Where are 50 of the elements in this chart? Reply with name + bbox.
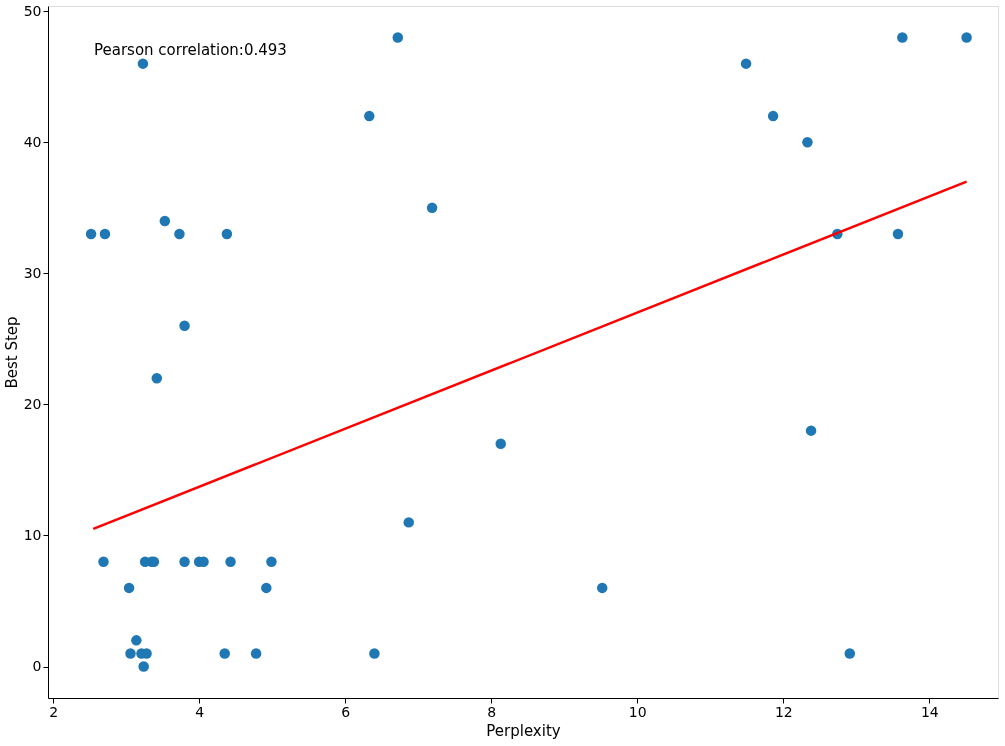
y-tick-label: 0 [32, 658, 42, 675]
point [897, 32, 908, 43]
point [250, 648, 262, 659]
point [99, 228, 111, 240]
point [266, 556, 277, 567]
point [225, 556, 236, 567]
point [805, 425, 817, 436]
point [179, 556, 190, 567]
point [844, 648, 856, 659]
y-tick-label: 10 [23, 526, 42, 543]
y-tick-label: 50 [23, 2, 42, 19]
point [261, 582, 272, 594]
point [98, 556, 109, 567]
point [151, 372, 163, 384]
x-tick-label: 8 [487, 703, 497, 720]
point [767, 110, 779, 122]
point [369, 648, 380, 659]
point [392, 32, 404, 43]
x-tick-label: 14 [920, 703, 939, 720]
point [495, 438, 506, 449]
y-tick-label: 40 [23, 133, 42, 150]
point [137, 58, 149, 69]
point [179, 320, 190, 332]
y-tick-label: 30 [23, 264, 42, 281]
point [159, 215, 171, 227]
point [221, 228, 233, 240]
x-tick-label: 10 [628, 703, 647, 720]
point [426, 202, 438, 214]
point [219, 648, 230, 659]
y-axis-title: Best Step [2, 316, 21, 389]
point [125, 648, 136, 659]
point [85, 228, 97, 240]
x-tick-label: 4 [195, 703, 205, 720]
point [123, 582, 135, 594]
point [802, 137, 813, 148]
x-tick-label: 2 [49, 703, 59, 720]
x-axis-title: Perplexity [486, 721, 561, 740]
point [174, 228, 185, 240]
point [131, 635, 142, 646]
point [364, 110, 375, 122]
x-tick-label: 12 [774, 703, 793, 720]
x-tick-label: 6 [341, 703, 351, 720]
point [892, 228, 904, 240]
point [961, 32, 972, 43]
point [596, 582, 608, 594]
y-tick-label: 20 [23, 395, 42, 412]
annotation: Pearson correlation:0.493 [94, 41, 287, 59]
point [138, 661, 149, 672]
point [740, 58, 752, 69]
point [403, 517, 414, 528]
